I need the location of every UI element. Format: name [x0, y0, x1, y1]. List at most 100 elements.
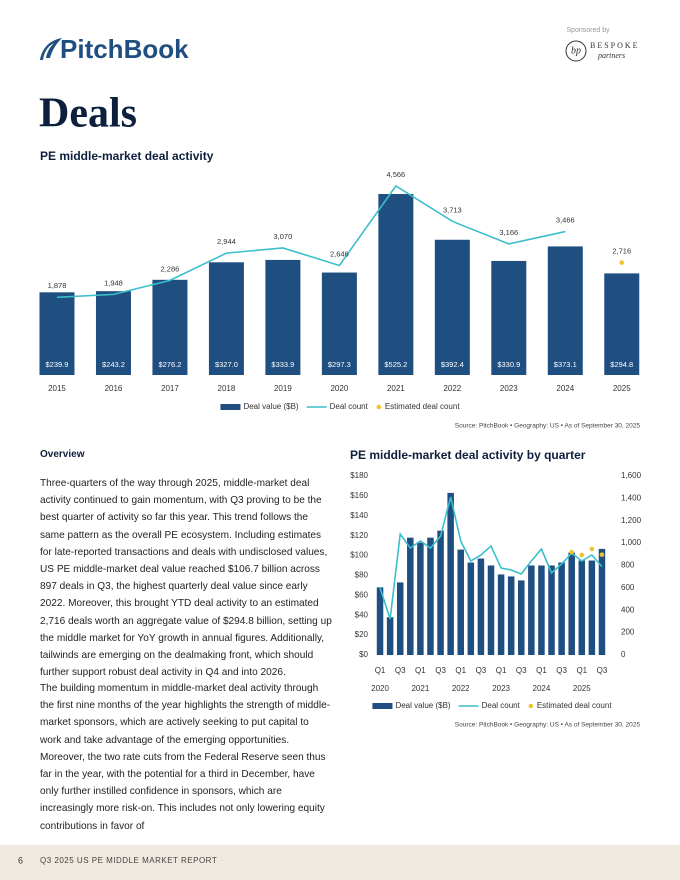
bar — [507, 576, 515, 655]
x-tick-label: 2017 — [161, 384, 179, 393]
y-tick-label: $20 — [355, 630, 369, 639]
point — [579, 552, 585, 558]
line-value-label: 1,948 — [104, 278, 123, 287]
bar — [578, 560, 586, 655]
bar — [39, 292, 75, 375]
line-value-label: 3,713 — [443, 205, 462, 214]
y-tick-label: $180 — [350, 471, 368, 480]
line-value-label: 2,646 — [330, 249, 349, 258]
chart-source: Source: PitchBook • Geography: US • As o… — [455, 423, 641, 430]
sponsor-mark: bp — [571, 45, 581, 56]
y-tick-label: $60 — [355, 590, 369, 599]
legend-label: Deal value ($B) — [243, 402, 298, 411]
bar — [558, 562, 565, 655]
y-tick-label: 600 — [621, 583, 635, 592]
bar — [378, 194, 414, 375]
point — [569, 549, 574, 555]
sponsor-mark-ring — [565, 40, 587, 62]
y-tick-label: 1,600 — [621, 471, 642, 480]
bar — [265, 259, 301, 375]
point — [599, 552, 605, 557]
bar — [568, 552, 575, 655]
report-title: Q3 2025 US PE MIDDLE MARKET REPORT — [40, 856, 217, 865]
bar — [434, 239, 470, 375]
paragraph: Three-quarters of the way through 2025, … — [40, 478, 332, 679]
legend-label: Deal value ($B) — [395, 701, 450, 710]
x-tick-label: 2020 — [330, 384, 348, 393]
logo: PitchBook — [60, 34, 189, 64]
y-tick-label: 1,200 — [621, 516, 642, 525]
bar-value-label: $276.2 — [158, 360, 181, 369]
x-tick-label: 2016 — [105, 384, 123, 393]
bar-value-label: $243.2 — [102, 360, 125, 369]
bar — [152, 279, 188, 375]
bar — [518, 580, 525, 655]
x-tick-label: 2022 — [443, 384, 461, 393]
legend-label: Deal count — [482, 701, 521, 710]
bar — [487, 565, 495, 655]
legend: Deal value ($B) Deal count Estimated deal … — [372, 701, 612, 710]
chart-title: PE middle-market deal activity by quarte… — [350, 448, 586, 462]
x-tick-label: Q3 — [556, 666, 567, 675]
legend: Deal value ($B) Deal count Estimated deal … — [220, 402, 460, 411]
line — [379, 496, 603, 620]
x-tick-label: Q3 — [476, 666, 487, 675]
bar-value-label: $330.9 — [497, 360, 520, 369]
bar-value-label: $297.3 — [328, 360, 351, 369]
page-number: 6 — [18, 855, 23, 865]
bar — [497, 574, 505, 655]
bar-value-label: $327.0 — [215, 360, 238, 369]
x-tick-label: 2015 — [48, 384, 66, 393]
x-group-label: 2023 — [492, 684, 510, 693]
y-tick-label: 200 — [621, 628, 635, 637]
bar — [437, 530, 444, 655]
x-tick-label: Q1 — [576, 666, 587, 675]
bar — [208, 262, 244, 375]
legend-swatch — [220, 404, 241, 410]
bar — [548, 565, 555, 655]
x-group-label: 2025 — [573, 684, 591, 693]
logo-icon — [40, 38, 62, 60]
x-group-label: 2022 — [452, 684, 470, 693]
y-tick-label: 1,000 — [621, 538, 642, 547]
bar — [457, 549, 464, 655]
y-tick-label: 1,400 — [621, 493, 642, 502]
chart-source: Source: PitchBook • Geography: US • As o… — [455, 722, 641, 729]
x-tick-label: 2018 — [218, 384, 236, 393]
x-tick-label: 2023 — [500, 384, 518, 393]
bar — [396, 582, 404, 655]
bar — [547, 246, 583, 375]
point — [589, 546, 595, 552]
line-value-label: 3,466 — [556, 216, 575, 225]
line-value-label: 2,944 — [217, 237, 236, 246]
bar — [528, 565, 535, 655]
x-group-label: 2021 — [411, 684, 429, 693]
bar — [386, 617, 394, 655]
bar — [321, 272, 357, 375]
footer-band — [0, 845, 680, 880]
x-tick-label: Q1 — [536, 666, 547, 675]
paragraph: The building momentum in middle-market d… — [40, 683, 331, 832]
bar — [467, 562, 475, 655]
bar — [538, 565, 545, 655]
legend-swatch — [376, 404, 382, 410]
y-tick-label: 0 — [621, 650, 626, 659]
bar-value-label: $239.9 — [46, 360, 69, 369]
bar — [598, 548, 606, 655]
legend-swatch — [528, 703, 534, 709]
x-tick-label: Q1 — [496, 666, 507, 675]
section-heading: Overview — [40, 449, 85, 460]
line — [56, 184, 566, 299]
bar-value-label: $333.9 — [271, 360, 294, 369]
bar — [376, 587, 384, 655]
bar — [477, 558, 485, 655]
bar-value-label: $392.4 — [441, 360, 464, 369]
x-tick-label: 2019 — [274, 384, 292, 393]
line-value-label: 1,878 — [48, 281, 67, 290]
bar — [588, 560, 596, 655]
x-tick-label: Q1 — [455, 666, 466, 675]
x-group-label: 2020 — [371, 684, 389, 693]
line-value-label: 3,070 — [274, 232, 293, 241]
line-value-label: 2,286 — [161, 264, 180, 273]
